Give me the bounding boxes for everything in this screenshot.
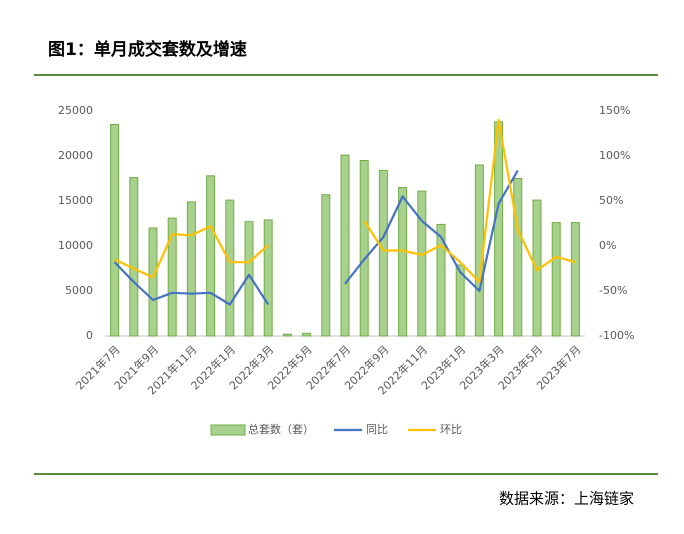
bar (263, 219, 273, 337)
bar (302, 332, 312, 337)
bar (513, 178, 523, 337)
y2-tick-label: -100% (599, 329, 634, 342)
bar (167, 217, 177, 337)
bar (570, 222, 580, 337)
bar (282, 333, 292, 337)
bar (129, 177, 139, 337)
y-tick-label: 5000 (65, 284, 93, 297)
y-tick-label: 20000 (58, 149, 93, 162)
source: 数据来源：上海链家 (499, 490, 634, 508)
legend-label: 总套数（套） (248, 422, 314, 436)
bar (551, 222, 561, 337)
legend-swatch (210, 424, 246, 436)
y2-tick-label: 50% (599, 194, 623, 207)
legend-label: 同比 (366, 423, 388, 436)
y-tick-label: 0 (86, 329, 93, 342)
chart-title: 图1：单月成交套数及增速 (48, 39, 247, 60)
y-tick-label: 25000 (58, 104, 93, 117)
bar (244, 221, 254, 337)
bar (436, 223, 446, 337)
y2-tick-label: -50% (599, 284, 627, 297)
legend-label: 环比 (440, 423, 462, 436)
y2-tick-label: 0% (599, 239, 616, 252)
bar (206, 175, 216, 337)
bar (455, 264, 465, 337)
bar (225, 199, 235, 337)
y-tick-label: 10000 (58, 239, 93, 252)
line (113, 169, 519, 306)
bar (398, 187, 408, 337)
bar (148, 227, 158, 337)
bar (417, 190, 427, 337)
line (114, 118, 576, 284)
y-tick-label: 15000 (58, 194, 93, 207)
bar (494, 121, 504, 337)
bar (340, 154, 350, 337)
y2-tick-label: 100% (599, 149, 630, 162)
y2-tick-label: 150% (599, 104, 630, 117)
bar (359, 160, 369, 337)
bar (110, 124, 120, 337)
bar (321, 194, 331, 337)
bar (186, 201, 196, 337)
bar (378, 169, 388, 337)
